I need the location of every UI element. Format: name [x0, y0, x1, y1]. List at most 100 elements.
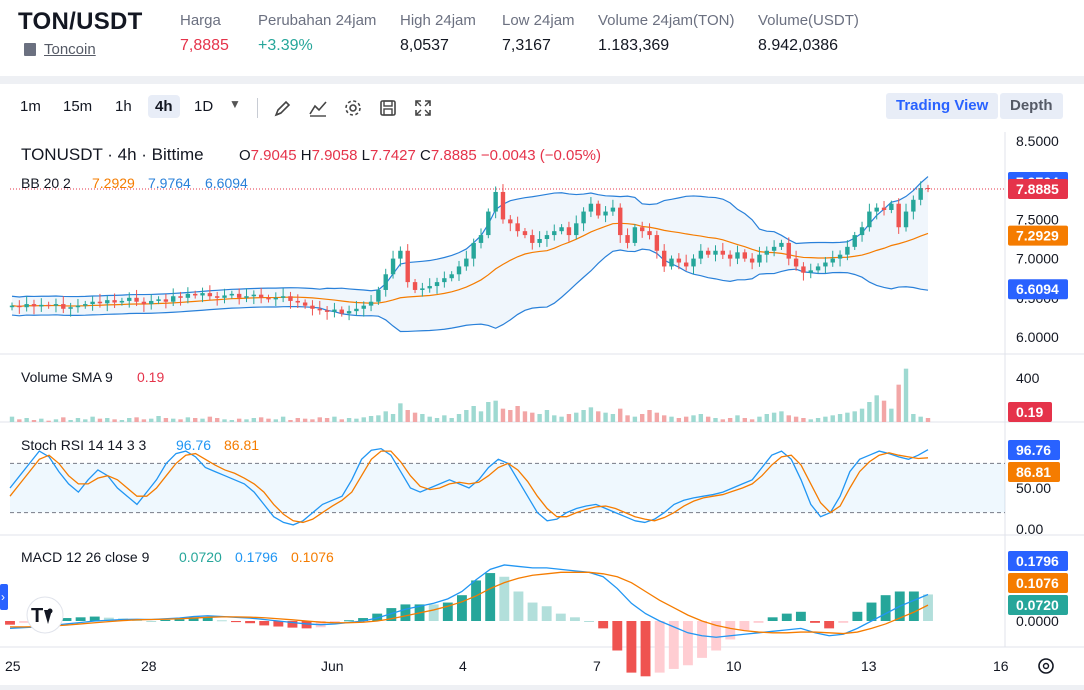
scroll-tab[interactable] [0, 584, 8, 610]
volume-bar [830, 415, 835, 422]
bb-upper-line [11, 176, 929, 298]
macd-hist-bar [146, 621, 157, 622]
trading-view-button[interactable]: Trading View [886, 93, 999, 119]
volume-bar [889, 408, 894, 422]
stat-label: High 24jam [400, 12, 476, 29]
candle-body [581, 211, 586, 224]
candle-body [127, 297, 132, 301]
volume-bar [588, 407, 594, 422]
volume-bar [75, 418, 81, 422]
volume-bar [815, 418, 821, 422]
candle-body [39, 304, 44, 307]
price-chart[interactable]: 8.50007.50007.00006.50006.00007.97647.88… [0, 132, 1084, 685]
volume-bar [83, 419, 88, 422]
volume-bar [244, 419, 249, 422]
volume-bar [508, 410, 513, 422]
timeframe-1D[interactable]: 1D [194, 98, 214, 115]
macd-hist-bar [598, 621, 609, 629]
depth-button[interactable]: Depth [1000, 93, 1063, 119]
candle-body [251, 294, 257, 297]
candle-body [793, 258, 799, 267]
volume-tick: 400 [1016, 370, 1040, 386]
volume-bar [757, 416, 762, 422]
candle-body [214, 296, 220, 298]
macd-hist-bar [569, 617, 580, 621]
volume-bar [171, 418, 176, 422]
volume-bar [163, 418, 169, 422]
volume-bar [661, 415, 667, 422]
volume-bar [442, 415, 447, 422]
macd-hist-bar [103, 617, 114, 621]
draw-icon[interactable] [273, 98, 293, 118]
volume-bar [640, 414, 645, 422]
stoch-tick: 50.00 [1016, 480, 1051, 496]
volume-bar [90, 416, 95, 422]
chart-area[interactable]: 8.50007.50007.00006.50006.00007.97647.88… [0, 132, 1084, 685]
candle-body [779, 242, 784, 247]
candle-body [295, 300, 300, 303]
candle-body [837, 254, 843, 259]
candle-body [874, 207, 879, 212]
time-tick: 13 [861, 658, 877, 674]
candle-body [801, 266, 806, 273]
candle-body [258, 294, 264, 298]
timeframe-4h[interactable]: 4h [148, 95, 180, 118]
price-badge-label: 7.2929 [1016, 228, 1059, 244]
stat-2: High 24jam 8,0537 [400, 12, 476, 55]
volume-badge-label: 0.19 [1016, 404, 1043, 420]
candle-body [881, 207, 887, 210]
macd-hist-bar [89, 616, 100, 621]
settings-icon[interactable] [343, 98, 363, 118]
macd-hist-bar [767, 617, 778, 621]
book-icon [24, 43, 36, 56]
indicator-icon[interactable] [308, 98, 328, 118]
pair-title: TON/USDT [18, 8, 143, 35]
stat-5: Volume(USDT) 8.942,0386 [758, 12, 859, 55]
candle-body [405, 250, 410, 283]
candle-body [471, 242, 476, 259]
toolbar-divider [257, 98, 258, 118]
candle-body [310, 305, 315, 309]
volume-bar [705, 416, 711, 422]
macd-hist-bar [372, 613, 383, 621]
candle-body [24, 304, 29, 308]
candle-body [185, 293, 191, 298]
macd-badge [1008, 573, 1068, 593]
macd-hist-bar [301, 621, 312, 629]
stat-value: 1.183,369 [598, 37, 670, 54]
volume-bar [105, 418, 110, 422]
save-icon[interactable] [378, 98, 398, 118]
macd-hist-bar [640, 621, 651, 677]
macd-hist-bar [174, 619, 185, 621]
coin-link[interactable]: Toncoin [44, 41, 96, 58]
candle-body [903, 211, 909, 228]
candle-body [698, 250, 704, 259]
macd-hist-bar [880, 595, 891, 621]
stoch-tick: 0.00 [1016, 521, 1043, 537]
chevron-down-icon[interactable]: ▼ [229, 97, 241, 111]
candle-body [178, 296, 183, 298]
volume-bar [398, 403, 403, 422]
candle-body [552, 231, 557, 236]
candle-body [691, 258, 696, 267]
timeframe-1m[interactable]: 1m [20, 98, 41, 115]
macd-hist-bar [188, 617, 199, 621]
candle-body [618, 207, 623, 236]
price-tick: 7.0000 [1016, 251, 1059, 267]
timeframe-1h[interactable]: 1h [115, 98, 132, 115]
chart-settings-icon[interactable] [1038, 658, 1054, 674]
volume-bar [324, 418, 330, 422]
price-badge [1008, 178, 1068, 199]
candle-body [647, 231, 652, 236]
volume-bar [46, 420, 51, 422]
timeframe-15m[interactable]: 15m [63, 98, 93, 115]
volume-bar [24, 418, 29, 422]
candle-body [222, 295, 227, 298]
fullscreen-icon[interactable] [413, 98, 433, 118]
volume-bar [500, 408, 506, 422]
stoch-badge-label: 86.81 [1016, 464, 1051, 480]
ohlc-legend: O7.9045 H7.9058 L7.7427 C7.8885 −0.0043 … [239, 147, 601, 164]
scroll-tab-arrow: › [1, 590, 5, 604]
volume-bar [537, 414, 542, 422]
time-tick: 10 [726, 658, 742, 674]
